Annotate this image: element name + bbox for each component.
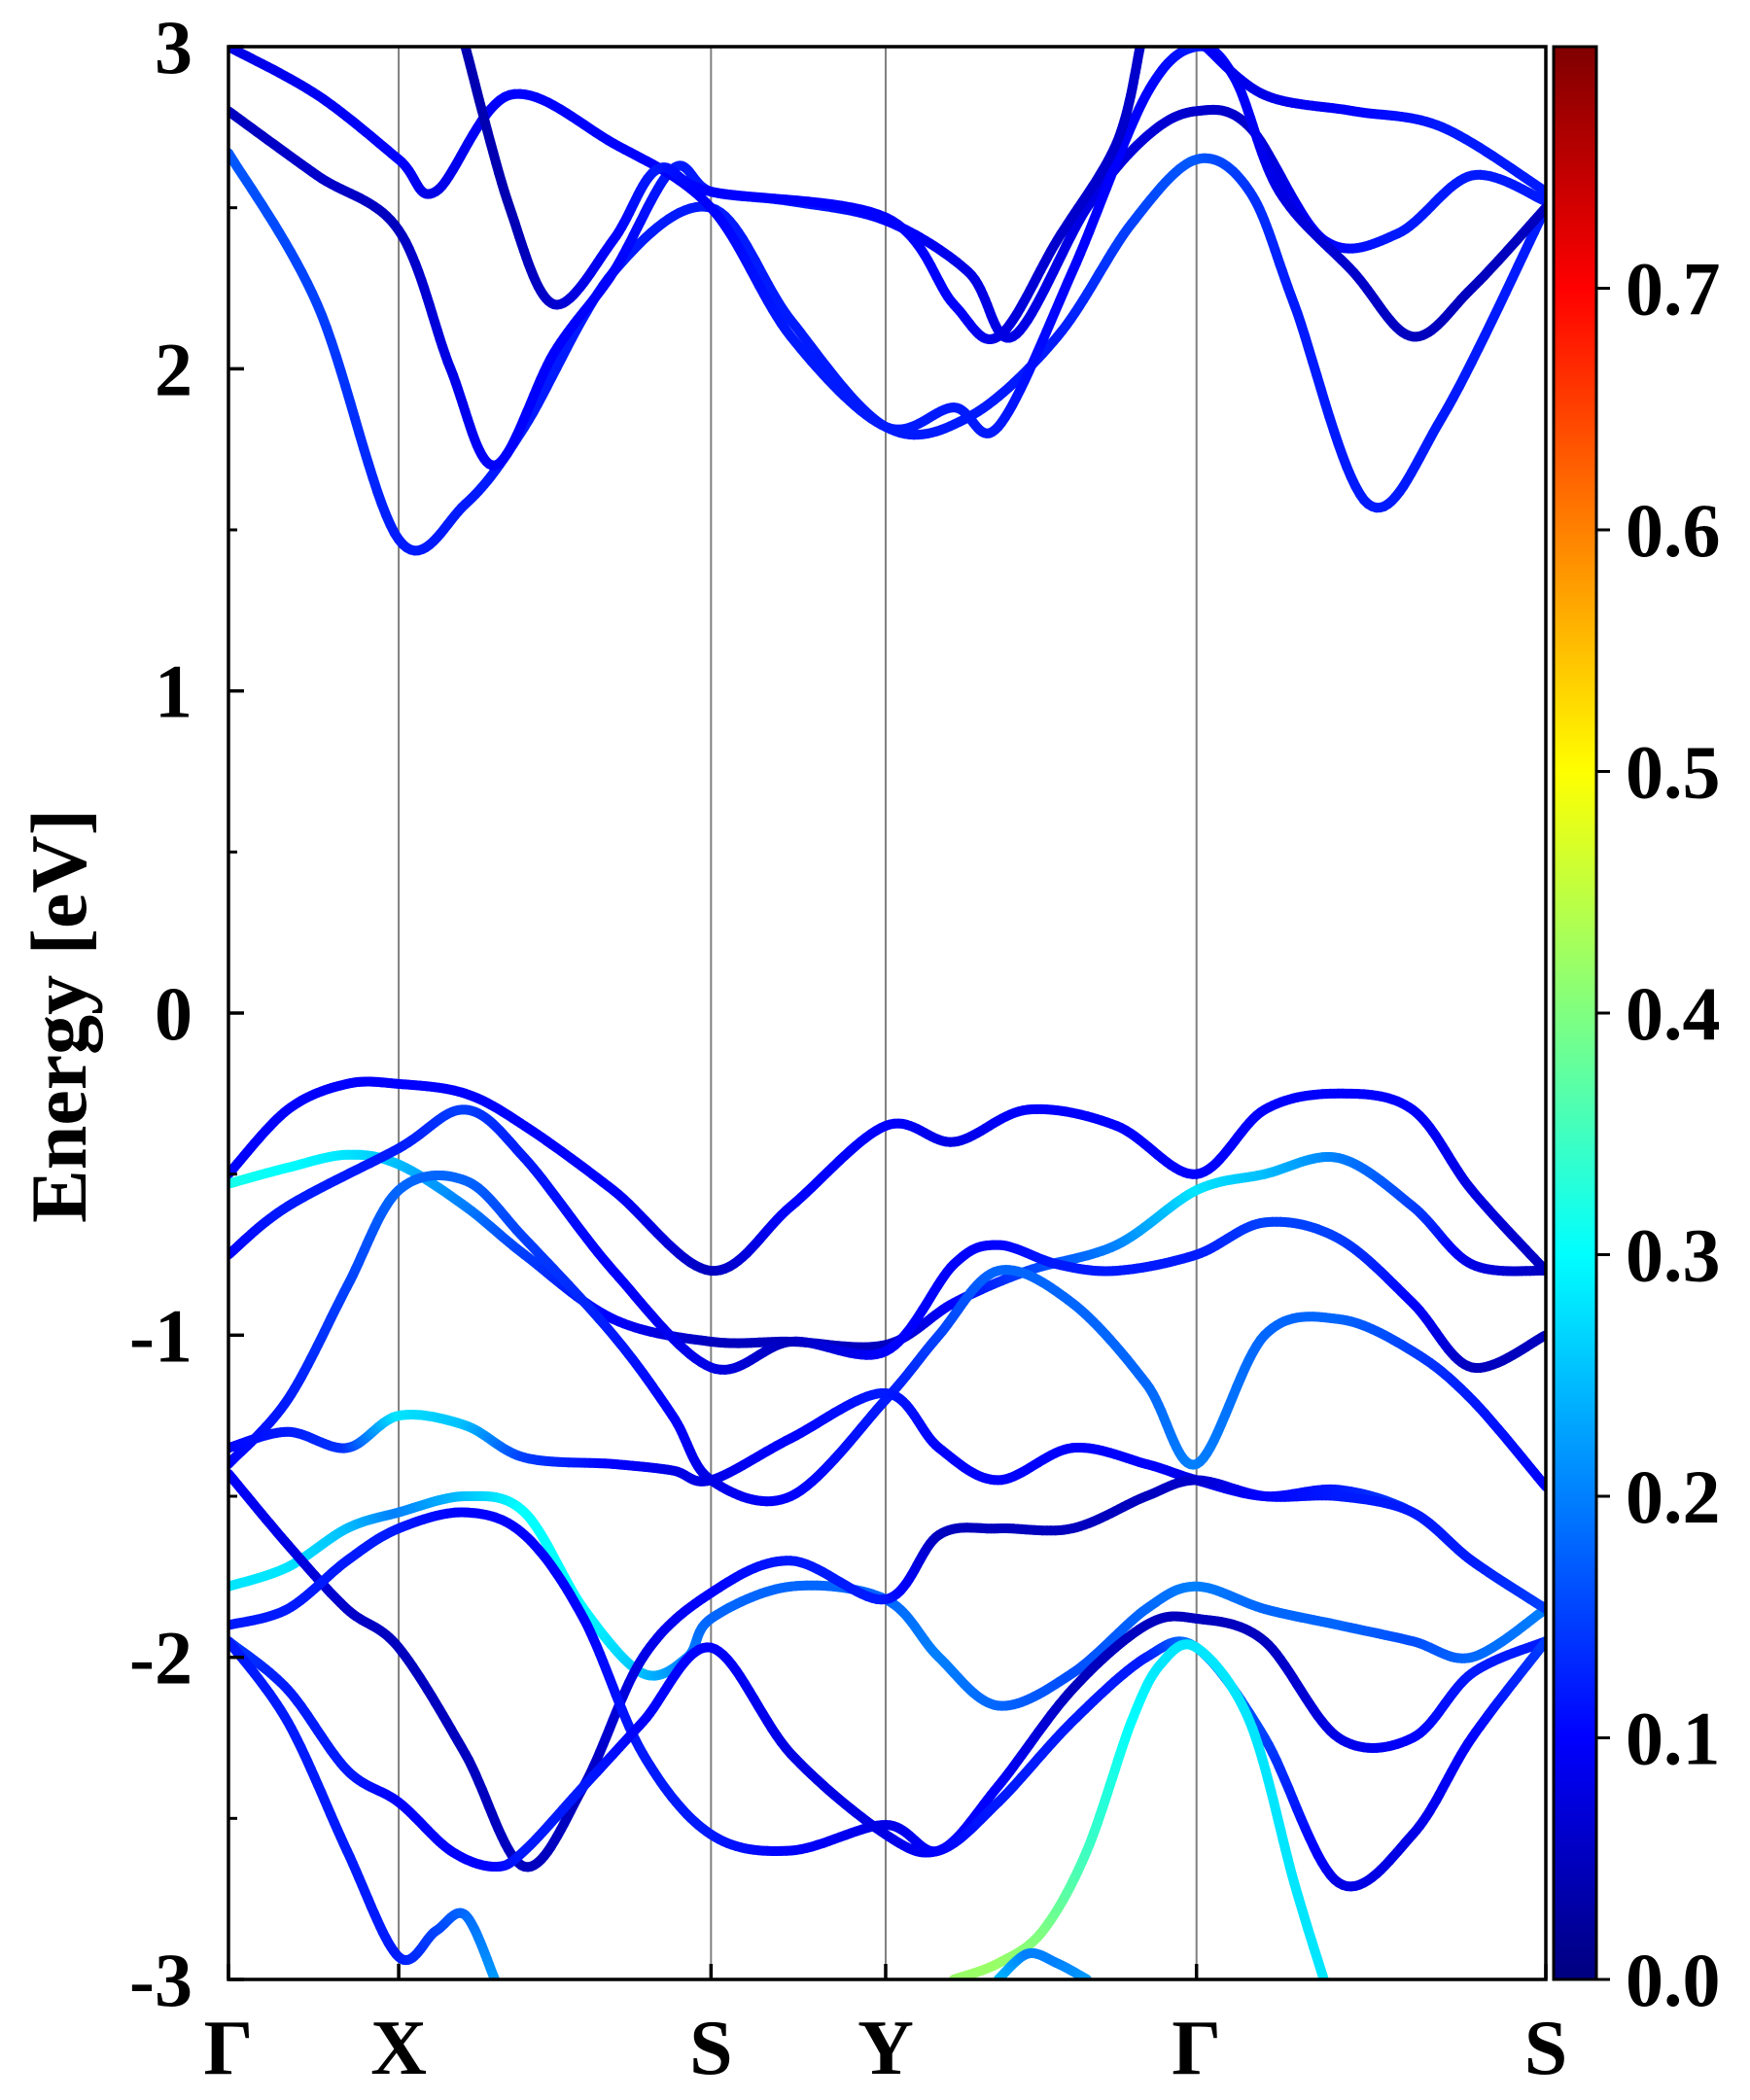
band-lines — [228, 47, 1546, 1979]
y-tick-label: 0 — [155, 971, 192, 1056]
band-line — [949, 1639, 1329, 1979]
y-axis-title: Energy [eV] — [15, 809, 103, 1223]
y-tick-label: -3 — [129, 1938, 192, 2022]
colorbar-tick-label: 0.5 — [1626, 730, 1721, 815]
y-tick-label: -2 — [129, 1616, 192, 1700]
kpoint-label: S — [689, 2006, 733, 2091]
kpoint-label: X — [370, 2006, 427, 2091]
band-line — [228, 1468, 1546, 1872]
y-axis-ticks: -3 -2 -1 0 1 2 3 — [129, 5, 244, 2022]
colorbar-tick-label: 0.6 — [1626, 488, 1721, 573]
band-line — [228, 1171, 1546, 1507]
band-line — [228, 1104, 1546, 1375]
colorbar-ticks: 0.0 0.1 0.2 0.3 0.4 0.5 0.6 0.7 — [1596, 247, 1721, 2022]
colorbar-tick-label: 0.3 — [1626, 1213, 1721, 1298]
kpoint-label: Y — [858, 2006, 914, 2091]
kpoint-label: Γ — [204, 2006, 254, 2091]
band-line — [228, 47, 1546, 438]
colorbar-tick-label: 0.4 — [1626, 971, 1721, 1056]
band-line — [228, 1636, 1546, 1892]
kpoint-label: Γ — [1172, 2006, 1221, 2091]
band-line — [1200, 47, 1546, 197]
colorbar — [1552, 45, 1598, 1981]
band-line — [228, 148, 1546, 556]
y-tick-label: -1 — [129, 1293, 192, 1378]
kpoint-label: S — [1524, 2006, 1568, 2091]
band-line — [228, 1636, 500, 1979]
colorbar-tick-label: 0.7 — [1626, 247, 1721, 332]
y-tick-label: 1 — [155, 649, 192, 734]
kpoint-gridlines — [398, 47, 1198, 1979]
y-tick-label: 2 — [155, 327, 192, 411]
band-line — [228, 104, 1546, 471]
colorbar-tick-label: 0.0 — [1626, 1938, 1721, 2022]
y-tick-label: 3 — [155, 5, 192, 89]
colorbar-tick-label: 0.1 — [1626, 1697, 1721, 1781]
band-line — [460, 47, 1145, 344]
colorbar-tick-label: 0.2 — [1626, 1454, 1721, 1539]
